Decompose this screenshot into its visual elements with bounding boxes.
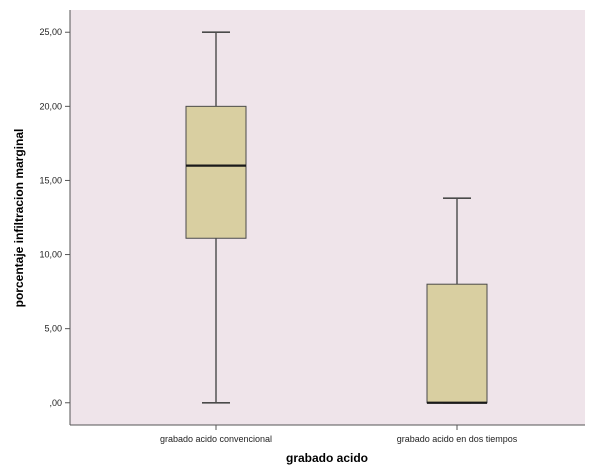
x-tick-label: grabado acido convencional bbox=[160, 434, 272, 444]
box-1 bbox=[185, 31, 247, 404]
iqr-box bbox=[426, 283, 488, 404]
y-tick-label: 10,00 bbox=[39, 250, 62, 260]
x-tick-label: grabado acido en dos tiempos bbox=[397, 434, 518, 444]
y-tick-label: 5,00 bbox=[44, 324, 62, 334]
y-tick-label: 20,00 bbox=[39, 101, 62, 111]
x-axis: grabado acido convencional grabado acido … bbox=[70, 424, 585, 444]
y-axis: ,00 5,00 10,00 15,00 20,00 25,00 bbox=[39, 10, 71, 425]
y-tick-label: 25,00 bbox=[39, 27, 62, 37]
box-2 bbox=[426, 197, 488, 404]
y-tick-label: ,00 bbox=[49, 398, 62, 408]
boxes-group bbox=[185, 31, 488, 404]
x-axis-title: grabado acido bbox=[286, 451, 368, 465]
plot-area bbox=[70, 10, 585, 425]
iqr-box bbox=[185, 105, 247, 239]
y-tick-label: 15,00 bbox=[39, 175, 62, 185]
y-axis-title: porcentaje infiltracion marginal bbox=[12, 129, 26, 308]
